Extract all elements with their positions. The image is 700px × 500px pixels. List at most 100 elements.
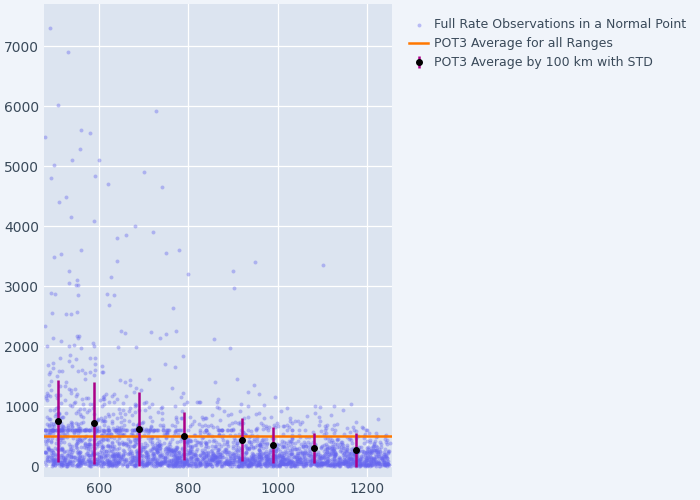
- Full Rate Observations in a Normal Point: [134, 406, 145, 413]
- Full Rate Observations in a Normal Point: [317, 461, 328, 469]
- Full Rate Observations in a Normal Point: [325, 451, 336, 459]
- Full Rate Observations in a Normal Point: [323, 443, 335, 451]
- Full Rate Observations in a Normal Point: [182, 460, 193, 468]
- Full Rate Observations in a Normal Point: [285, 462, 296, 469]
- Full Rate Observations in a Normal Point: [104, 460, 116, 468]
- Full Rate Observations in a Normal Point: [260, 435, 271, 443]
- Full Rate Observations in a Normal Point: [64, 351, 75, 359]
- Full Rate Observations in a Normal Point: [151, 448, 162, 456]
- Full Rate Observations in a Normal Point: [95, 435, 106, 443]
- Full Rate Observations in a Normal Point: [191, 438, 202, 446]
- Full Rate Observations in a Normal Point: [340, 459, 351, 467]
- Full Rate Observations in a Normal Point: [59, 459, 70, 467]
- Full Rate Observations in a Normal Point: [230, 418, 241, 426]
- Full Rate Observations in a Normal Point: [220, 458, 232, 466]
- Full Rate Observations in a Normal Point: [356, 462, 367, 469]
- Full Rate Observations in a Normal Point: [255, 442, 266, 450]
- Full Rate Observations in a Normal Point: [145, 456, 156, 464]
- Full Rate Observations in a Normal Point: [118, 420, 130, 428]
- Full Rate Observations in a Normal Point: [338, 459, 349, 467]
- Full Rate Observations in a Normal Point: [151, 442, 162, 450]
- Full Rate Observations in a Normal Point: [267, 454, 279, 462]
- Full Rate Observations in a Normal Point: [105, 430, 116, 438]
- Full Rate Observations in a Normal Point: [223, 458, 235, 466]
- Full Rate Observations in a Normal Point: [125, 448, 136, 456]
- Full Rate Observations in a Normal Point: [289, 460, 300, 468]
- Full Rate Observations in a Normal Point: [378, 461, 389, 469]
- Full Rate Observations in a Normal Point: [189, 441, 200, 449]
- Full Rate Observations in a Normal Point: [194, 439, 205, 447]
- Full Rate Observations in a Normal Point: [195, 460, 206, 468]
- Full Rate Observations in a Normal Point: [363, 461, 374, 469]
- Full Rate Observations in a Normal Point: [132, 456, 144, 464]
- Full Rate Observations in a Normal Point: [113, 444, 124, 452]
- Full Rate Observations in a Normal Point: [92, 415, 104, 423]
- Full Rate Observations in a Normal Point: [202, 451, 214, 459]
- Full Rate Observations in a Normal Point: [286, 426, 297, 434]
- Full Rate Observations in a Normal Point: [54, 426, 65, 434]
- Full Rate Observations in a Normal Point: [99, 450, 110, 458]
- Full Rate Observations in a Normal Point: [191, 460, 202, 468]
- Full Rate Observations in a Normal Point: [276, 449, 288, 457]
- Full Rate Observations in a Normal Point: [153, 460, 164, 468]
- Full Rate Observations in a Normal Point: [276, 453, 288, 461]
- Full Rate Observations in a Normal Point: [50, 456, 61, 464]
- Full Rate Observations in a Normal Point: [328, 438, 339, 446]
- Full Rate Observations in a Normal Point: [307, 452, 318, 460]
- Full Rate Observations in a Normal Point: [372, 459, 384, 467]
- Full Rate Observations in a Normal Point: [45, 430, 56, 438]
- Full Rate Observations in a Normal Point: [298, 462, 309, 470]
- Full Rate Observations in a Normal Point: [68, 429, 79, 437]
- Full Rate Observations in a Normal Point: [128, 434, 139, 442]
- Full Rate Observations in a Normal Point: [304, 457, 316, 465]
- Full Rate Observations in a Normal Point: [190, 462, 201, 470]
- Full Rate Observations in a Normal Point: [124, 454, 135, 462]
- Full Rate Observations in a Normal Point: [167, 460, 178, 468]
- Full Rate Observations in a Normal Point: [311, 456, 322, 464]
- Full Rate Observations in a Normal Point: [156, 410, 167, 418]
- Full Rate Observations in a Normal Point: [43, 445, 55, 453]
- Full Rate Observations in a Normal Point: [276, 452, 287, 460]
- Full Rate Observations in a Normal Point: [269, 455, 280, 463]
- Full Rate Observations in a Normal Point: [97, 458, 108, 466]
- Full Rate Observations in a Normal Point: [106, 460, 118, 468]
- Full Rate Observations in a Normal Point: [260, 448, 271, 456]
- Full Rate Observations in a Normal Point: [229, 456, 240, 464]
- Full Rate Observations in a Normal Point: [106, 438, 117, 446]
- Full Rate Observations in a Normal Point: [207, 452, 218, 460]
- Full Rate Observations in a Normal Point: [221, 438, 232, 446]
- Full Rate Observations in a Normal Point: [316, 460, 328, 468]
- Full Rate Observations in a Normal Point: [300, 426, 311, 434]
- Full Rate Observations in a Normal Point: [214, 426, 225, 434]
- Full Rate Observations in a Normal Point: [47, 448, 58, 456]
- Full Rate Observations in a Normal Point: [292, 445, 303, 453]
- Full Rate Observations in a Normal Point: [92, 442, 103, 450]
- Full Rate Observations in a Normal Point: [161, 426, 172, 434]
- Full Rate Observations in a Normal Point: [109, 456, 120, 464]
- Full Rate Observations in a Normal Point: [265, 458, 276, 466]
- Full Rate Observations in a Normal Point: [374, 462, 386, 469]
- Full Rate Observations in a Normal Point: [98, 422, 109, 430]
- Full Rate Observations in a Normal Point: [141, 450, 152, 458]
- Full Rate Observations in a Normal Point: [372, 416, 384, 424]
- Full Rate Observations in a Normal Point: [259, 459, 270, 467]
- Full Rate Observations in a Normal Point: [370, 454, 382, 462]
- Full Rate Observations in a Normal Point: [344, 456, 356, 464]
- Full Rate Observations in a Normal Point: [372, 432, 383, 440]
- Full Rate Observations in a Normal Point: [64, 342, 75, 350]
- Full Rate Observations in a Normal Point: [341, 458, 352, 466]
- Full Rate Observations in a Normal Point: [166, 447, 177, 455]
- Full Rate Observations in a Normal Point: [113, 459, 125, 467]
- Full Rate Observations in a Normal Point: [160, 459, 171, 467]
- Full Rate Observations in a Normal Point: [199, 462, 210, 470]
- Full Rate Observations in a Normal Point: [239, 460, 251, 468]
- Full Rate Observations in a Normal Point: [289, 445, 300, 453]
- Full Rate Observations in a Normal Point: [62, 462, 73, 470]
- Full Rate Observations in a Normal Point: [96, 368, 107, 376]
- Full Rate Observations in a Normal Point: [344, 452, 356, 460]
- Full Rate Observations in a Normal Point: [153, 441, 164, 449]
- Full Rate Observations in a Normal Point: [170, 443, 181, 451]
- Full Rate Observations in a Normal Point: [50, 454, 62, 462]
- Full Rate Observations in a Normal Point: [107, 424, 118, 432]
- Full Rate Observations in a Normal Point: [108, 434, 120, 442]
